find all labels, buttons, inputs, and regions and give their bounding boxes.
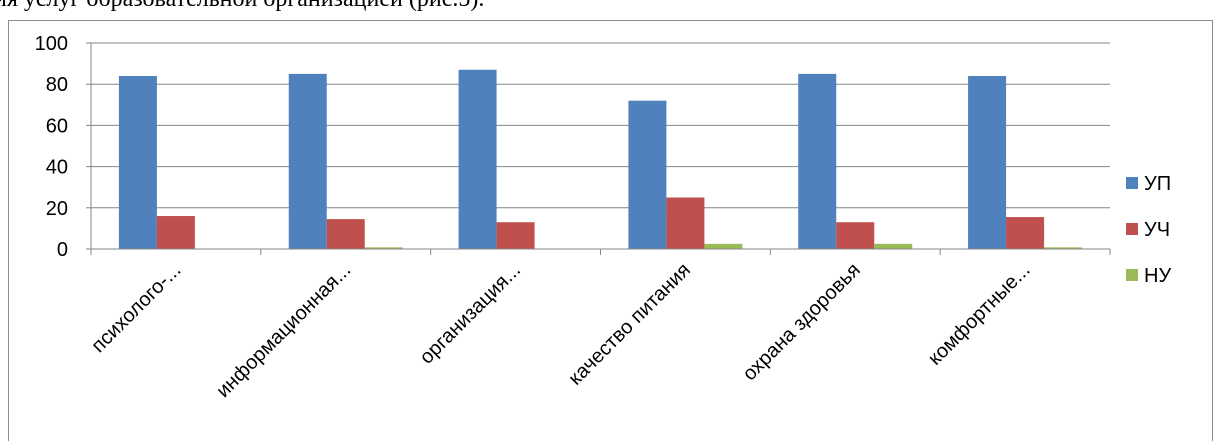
x-tick-label: психолого-... [87, 259, 185, 357]
y-tick-label: 20 [46, 198, 68, 220]
axes [86, 42, 1111, 255]
gridlines [91, 42, 1110, 209]
legend-label-УЧ: УЧ [1144, 219, 1170, 241]
bar-УП-1 [118, 75, 157, 250]
legend-label-НУ: НУ [1144, 265, 1171, 287]
x-tick-label: комфортные... [924, 259, 1035, 370]
bar-УП-6 [968, 75, 1007, 250]
bar-УП-5 [798, 73, 837, 250]
bar-УП-4 [628, 100, 667, 250]
bar-УЧ-3 [496, 222, 535, 249]
legend-label-УП: УП [1144, 173, 1171, 195]
y-tick-label: 0 [57, 239, 68, 261]
legend-swatch-НУ [1126, 269, 1138, 281]
bar-УП-3 [458, 69, 497, 249]
legend: УП УЧ НУ [1126, 173, 1171, 287]
legend-swatch-УП [1126, 177, 1138, 189]
bar-НУ-2 [364, 247, 403, 249]
y-tick-label: 40 [46, 157, 68, 179]
bar-УЧ-2 [326, 219, 365, 249]
bar-НУ-4 [704, 243, 743, 249]
x-tick-label: качество питания [564, 259, 695, 390]
bar-НУ-5 [874, 243, 913, 249]
bar-УЧ-4 [666, 197, 705, 249]
bar-УП-2 [288, 73, 327, 250]
x-tick-label: охрана здоровья [739, 259, 865, 385]
chart-frame [8, 20, 1213, 441]
legend-swatch-УЧ [1126, 223, 1138, 235]
x-tick-label: информационная... [212, 259, 355, 402]
bar-УЧ-5 [836, 222, 875, 249]
y-tick-label: 80 [46, 74, 68, 96]
y-tick-labels: 0 20 40 60 80 100 [35, 33, 68, 261]
bar-УЧ-1 [156, 216, 195, 249]
bar-УЧ-6 [1006, 217, 1045, 249]
bars [118, 69, 1083, 250]
caption-text: ия услуг образовательной организацией (р… [0, 0, 484, 13]
bar-НУ-6 [1044, 247, 1083, 249]
x-tick-label: организация... [416, 259, 526, 369]
y-tick-label: 100 [35, 33, 68, 55]
y-tick-label: 60 [46, 115, 68, 137]
x-tick-labels: психолого-... информационная... организаци… [87, 259, 1034, 402]
